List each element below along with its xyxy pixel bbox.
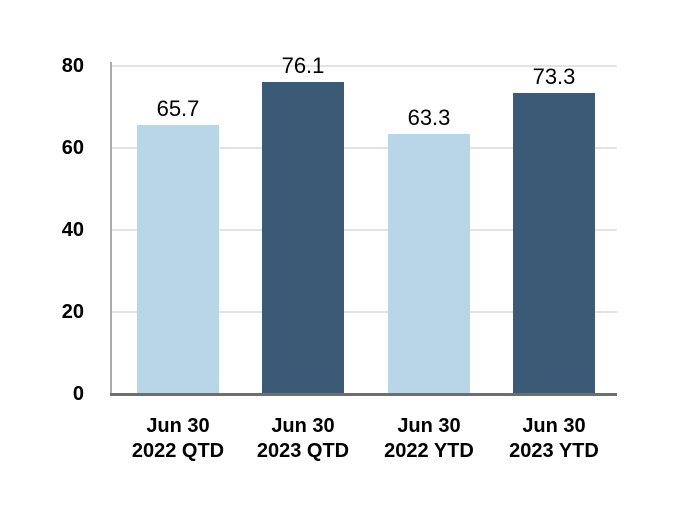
gridline — [110, 311, 617, 313]
bar-value-label: 76.1 — [281, 53, 325, 78]
gridline — [110, 147, 617, 149]
gridline — [110, 65, 617, 67]
bar — [513, 93, 595, 394]
y-axis-line — [110, 62, 112, 396]
bar — [388, 134, 470, 394]
x-axis-line — [110, 393, 617, 396]
x-axis-tick-label: Jun 30 2022 YTD — [354, 414, 504, 464]
y-axis-tick-label: 20 — [61, 301, 84, 323]
x-axis-tick-label-line: 2023 YTD — [509, 440, 599, 462]
x-axis-tick-label-line: Jun 30 — [522, 415, 586, 437]
gridline — [110, 229, 617, 231]
x-axis-tick-label-line: 2022 QTD — [131, 440, 225, 462]
bar-value-label: 73.3 — [532, 64, 576, 89]
x-axis-tick-label: Jun 30 2022 QTD — [103, 414, 253, 464]
bar-value-label: 65.7 — [156, 96, 200, 121]
y-axis-tick-label: 0 — [72, 383, 84, 405]
x-axis-tick-label: Jun 30 2023 QTD — [228, 414, 378, 464]
y-axis-tick-label: 40 — [61, 219, 84, 241]
x-axis-tick-label-line: Jun 30 — [271, 415, 335, 437]
bar — [262, 82, 344, 394]
x-axis-tick-label-line: Jun 30 — [146, 415, 210, 437]
y-axis-tick-label: 80 — [61, 55, 84, 77]
x-axis-tick-label-line: 2023 QTD — [256, 440, 350, 462]
x-axis-tick-label-line: 2022 YTD — [384, 440, 474, 462]
x-axis-tick-label: Jun 30 2023 YTD — [479, 414, 629, 464]
bar — [137, 125, 219, 394]
bar-value-label: 63.3 — [407, 105, 451, 130]
y-axis-tick-label: 60 — [61, 137, 84, 159]
x-axis-tick-label-line: Jun 30 — [397, 415, 461, 437]
